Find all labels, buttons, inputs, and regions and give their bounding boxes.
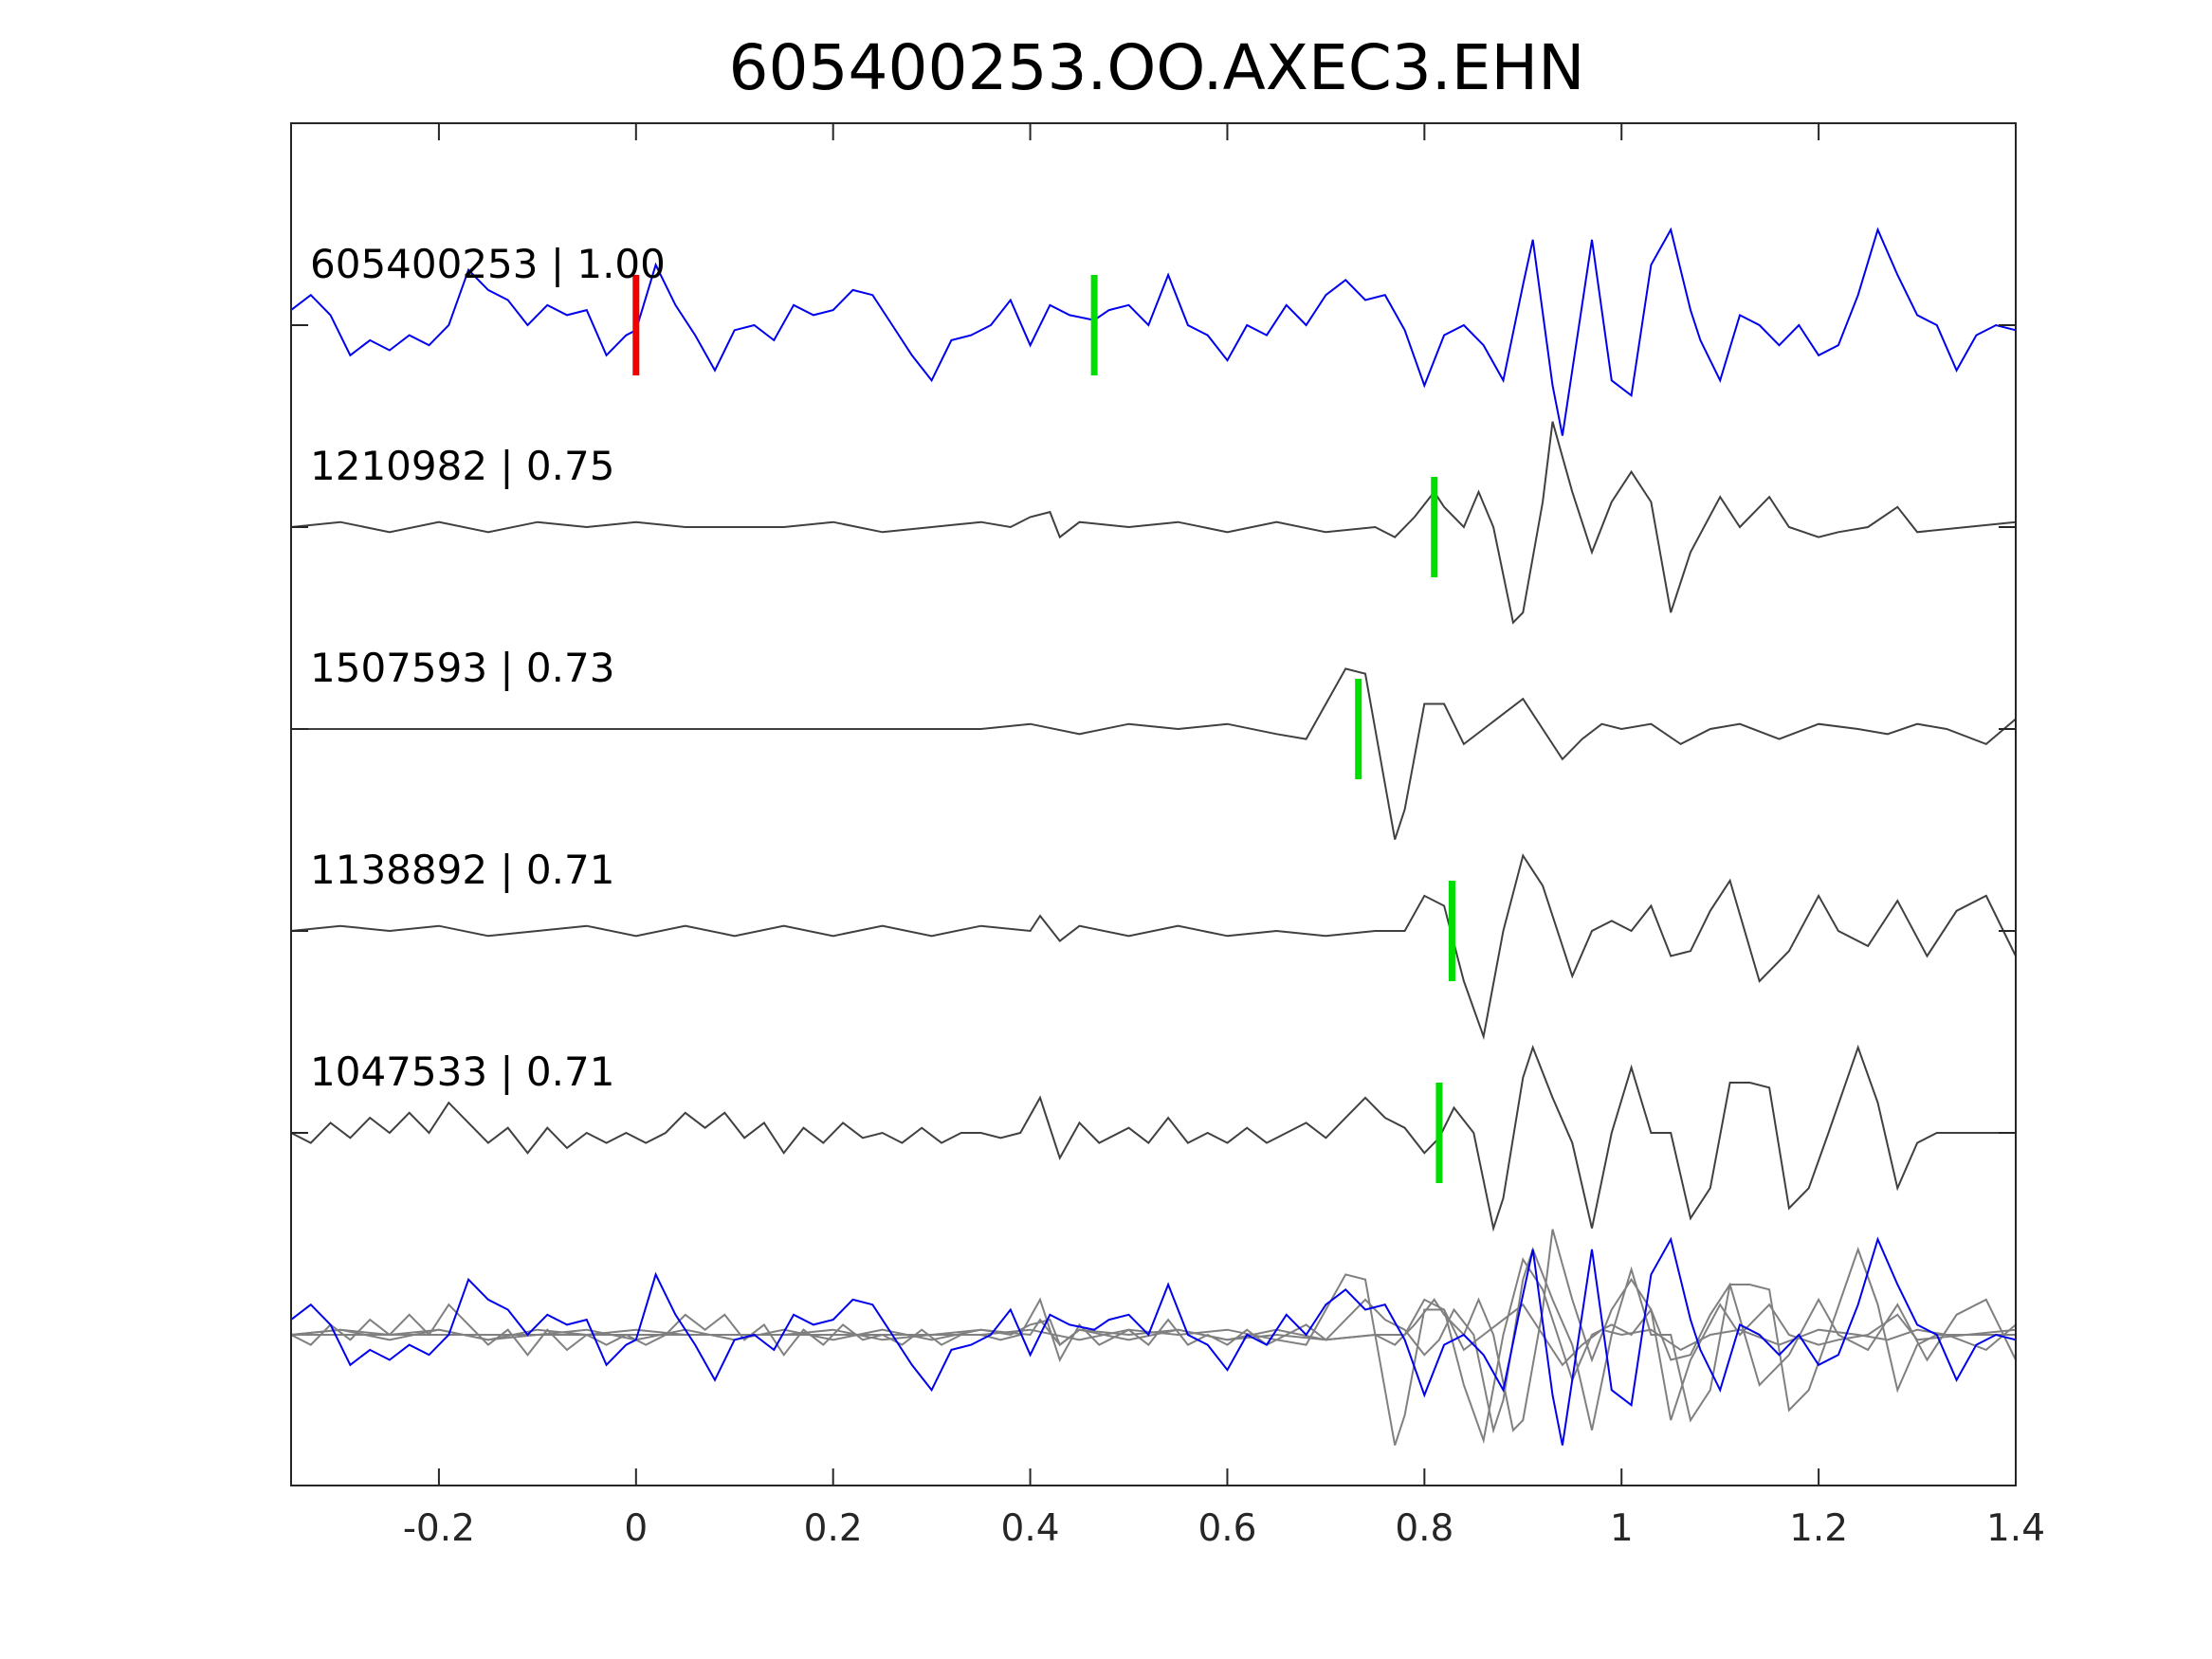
trace-label-2: 1210982 | 0.75 xyxy=(310,443,614,489)
trace-line-1 xyxy=(290,227,2017,436)
x-tick-label-4: 0.6 xyxy=(1197,1507,1256,1550)
trace-4: 1138892 | 0.71 xyxy=(290,847,2017,1041)
x-tick-label-6: 1 xyxy=(1610,1507,1634,1550)
overlay-trace-template xyxy=(290,1236,2017,1446)
x-tick-label-0: -0.2 xyxy=(403,1507,475,1550)
trace-label-3: 1507593 | 0.73 xyxy=(310,645,614,691)
x-tick-label-8: 1.4 xyxy=(1986,1507,2045,1550)
x-tick-label-7: 1.2 xyxy=(1789,1507,1848,1550)
trace-5: 1047533 | 0.71 xyxy=(290,1044,2016,1232)
trace-line-2 xyxy=(290,421,2017,625)
plot-area: 605400253 | 1.00 1210982 | 0.75 1507593 | … xyxy=(290,227,2017,1446)
x-tick-label-1: 0 xyxy=(624,1507,648,1550)
axes-frame xyxy=(290,122,2017,1486)
trace-label-5: 1047533 | 0.71 xyxy=(310,1048,614,1095)
overlay-trace-4 xyxy=(290,1257,2017,1445)
x-tick-label-3: 0.4 xyxy=(1001,1507,1060,1550)
trace-line-4 xyxy=(290,853,2017,1041)
trace-2: 1210982 | 0.75 xyxy=(290,421,2017,625)
trace-line-3 xyxy=(291,667,2017,840)
trace-1: 605400253 | 1.00 xyxy=(290,227,2017,436)
trace-label-1: 605400253 | 1.00 xyxy=(310,241,666,287)
overlay-trace-5 xyxy=(290,1246,2016,1434)
chart-title: 605400253.OO.AXEC3.EHN xyxy=(729,31,1585,104)
trace-label-4: 1138892 | 0.71 xyxy=(310,847,614,893)
y-axis-ticks xyxy=(291,324,2016,1134)
trace-line-5 xyxy=(290,1044,2016,1232)
overlay-trace-3 xyxy=(291,1273,2017,1446)
x-tick-label-2: 0.2 xyxy=(804,1507,863,1550)
x-tick-label-5: 0.8 xyxy=(1395,1507,1453,1550)
x-axis: -0.2 0 0.2 0.4 0.6 0.8 1 1.2 1.4 xyxy=(403,123,2045,1550)
trace-3: 1507593 | 0.73 xyxy=(291,645,2017,840)
overlay-panel xyxy=(290,1229,2017,1446)
overlay-trace-2 xyxy=(290,1229,2017,1432)
